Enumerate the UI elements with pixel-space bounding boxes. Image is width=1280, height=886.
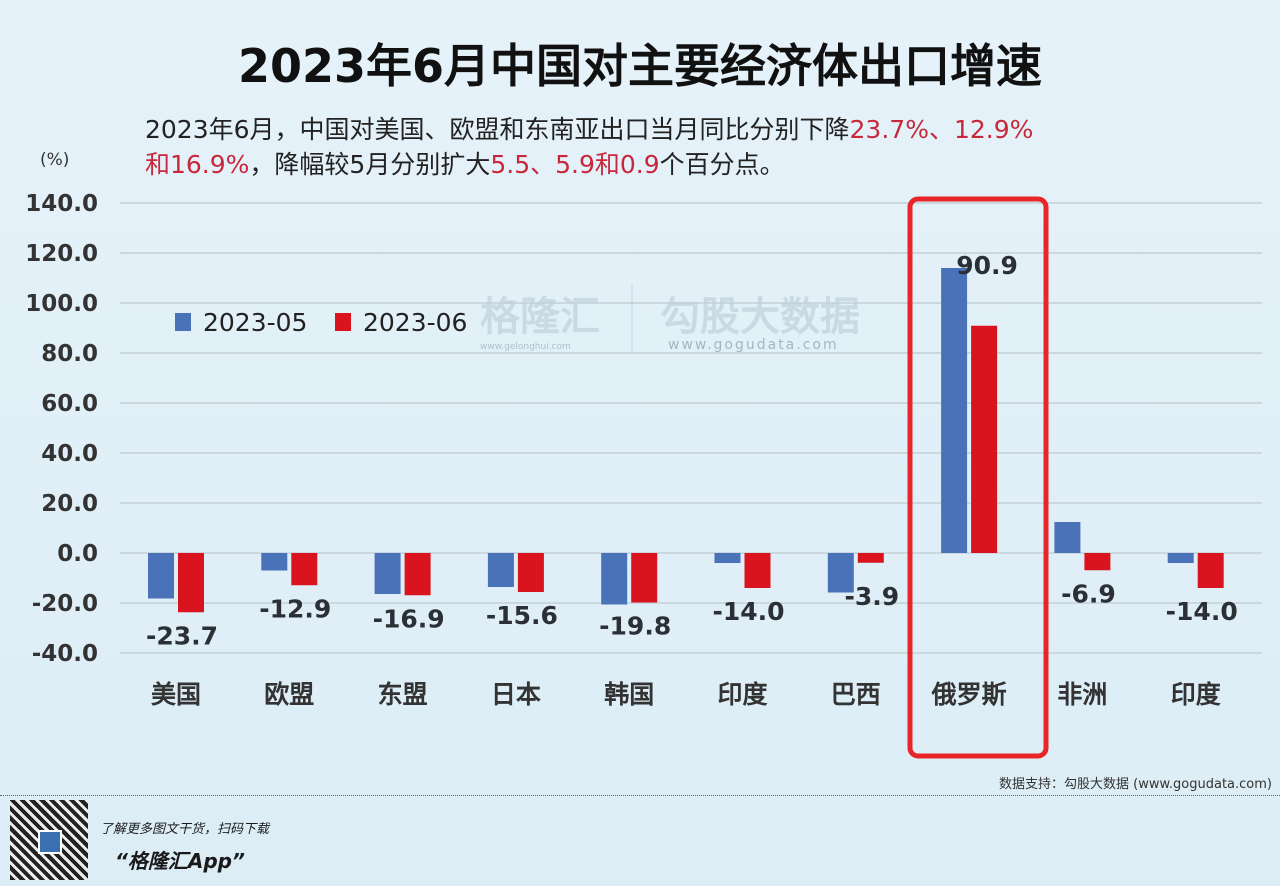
x-tick-label: 印度 (717, 680, 767, 709)
x-tick-label: 俄罗斯 (931, 680, 1007, 709)
bar-2023-06 (971, 325, 998, 553)
promo-text: 了解更多图文干货，扫码下载 (100, 822, 270, 837)
data-label: -6.9 (1061, 579, 1116, 608)
chart-subtitle: 2023年6月，中国对美国、欧盟和东南亚出口当月同比分别下降23.7%、12.9… (145, 112, 1145, 182)
subtitle-highlight: 和16.9% (145, 150, 250, 179)
bar-2023-06 (1197, 553, 1224, 588)
data-label: -14.0 (712, 597, 784, 626)
bar-2023-05 (374, 553, 401, 594)
data-label: -15.6 (486, 601, 558, 630)
bar-2023-05 (1167, 553, 1194, 563)
data-label: 90.9 (956, 251, 1018, 280)
subtitle-text: ，降幅较5月分别扩大 (249, 150, 491, 179)
x-tick-label: 美国 (151, 680, 201, 709)
bar-2023-06 (178, 553, 204, 613)
legend-swatch (175, 313, 191, 331)
subtitle-highlight: 23.7%、12.9% (849, 115, 1034, 144)
legend-swatch (335, 313, 351, 331)
bar-2023-06 (1084, 553, 1111, 571)
data-label: -12.9 (259, 594, 331, 623)
data-label: -3.9 (844, 582, 899, 611)
bar-2023-06 (857, 553, 884, 563)
y-tick-label: 140.0 (25, 191, 98, 217)
bar-2023-05 (487, 553, 514, 587)
data-label: -23.7 (146, 621, 218, 650)
x-tick-label: 印度 (1171, 680, 1221, 709)
data-label: -19.8 (599, 612, 671, 641)
y-tick-label: 80.0 (41, 341, 98, 367)
x-tick-label: 东盟 (378, 680, 428, 709)
y-axis-unit: (%) (40, 150, 70, 170)
bar-2023-06 (291, 553, 318, 586)
bar-2023-05 (148, 553, 174, 599)
bar-2023-06 (404, 553, 431, 596)
x-tick-label: 非洲 (1057, 680, 1107, 709)
legend-label: 2023-05 (203, 308, 307, 337)
bar-2023-05 (941, 268, 968, 553)
x-tick-label: 日本 (491, 680, 541, 709)
subtitle-highlight: 5.5、5.9和0.9 (490, 150, 660, 179)
app-name: “格隆汇App” (115, 849, 245, 873)
y-tick-label: -40.0 (32, 641, 98, 667)
subtitle-text: 个百分点。 (659, 150, 785, 179)
data-source: 数据支持：勾股大数据 (www.gogudata.com) (999, 777, 1272, 792)
bar-2023-05 (714, 553, 741, 563)
x-tick-label: 巴西 (831, 680, 881, 709)
y-tick-label: 0.0 (57, 541, 98, 567)
subtitle-text: 2023年6月，中国对美国、欧盟和东南亚出口当月同比分别下降 (145, 115, 850, 144)
y-tick-label: 20.0 (41, 491, 98, 517)
data-label: -14.0 (1166, 597, 1238, 626)
app-logo-icon (38, 830, 62, 854)
bar-2023-06 (517, 553, 544, 592)
chart-title: 2023年6月中国对主要经济体出口增速 (237, 39, 1043, 93)
watermark-brand: 格隆汇 (480, 294, 600, 340)
y-tick-label: 120.0 (25, 241, 98, 267)
bar-2023-06 (744, 553, 771, 588)
watermark-url: www.gogudata.com (668, 337, 839, 353)
x-tick-label: 韩国 (604, 680, 654, 709)
divider (0, 795, 1280, 796)
qr-code (10, 800, 88, 880)
bar-2023-05 (261, 553, 288, 571)
highlight-box (907, 196, 1049, 759)
legend-label: 2023-06 (363, 308, 467, 337)
y-tick-label: -20.0 (32, 591, 98, 617)
y-tick-label: 40.0 (41, 441, 98, 467)
y-tick-label: 100.0 (25, 291, 98, 317)
bar-2023-05 (827, 553, 854, 593)
x-tick-label: 欧盟 (264, 680, 314, 709)
watermark-brand-url: www.gelonghui.com (480, 342, 571, 352)
bar-2023-05 (1054, 522, 1081, 553)
bar-2023-06 (631, 553, 658, 603)
y-tick-label: 60.0 (41, 391, 98, 417)
bar-2023-05 (601, 553, 628, 605)
watermark-partner: 勾股大数据 (660, 294, 860, 340)
data-label: -16.9 (373, 604, 445, 633)
